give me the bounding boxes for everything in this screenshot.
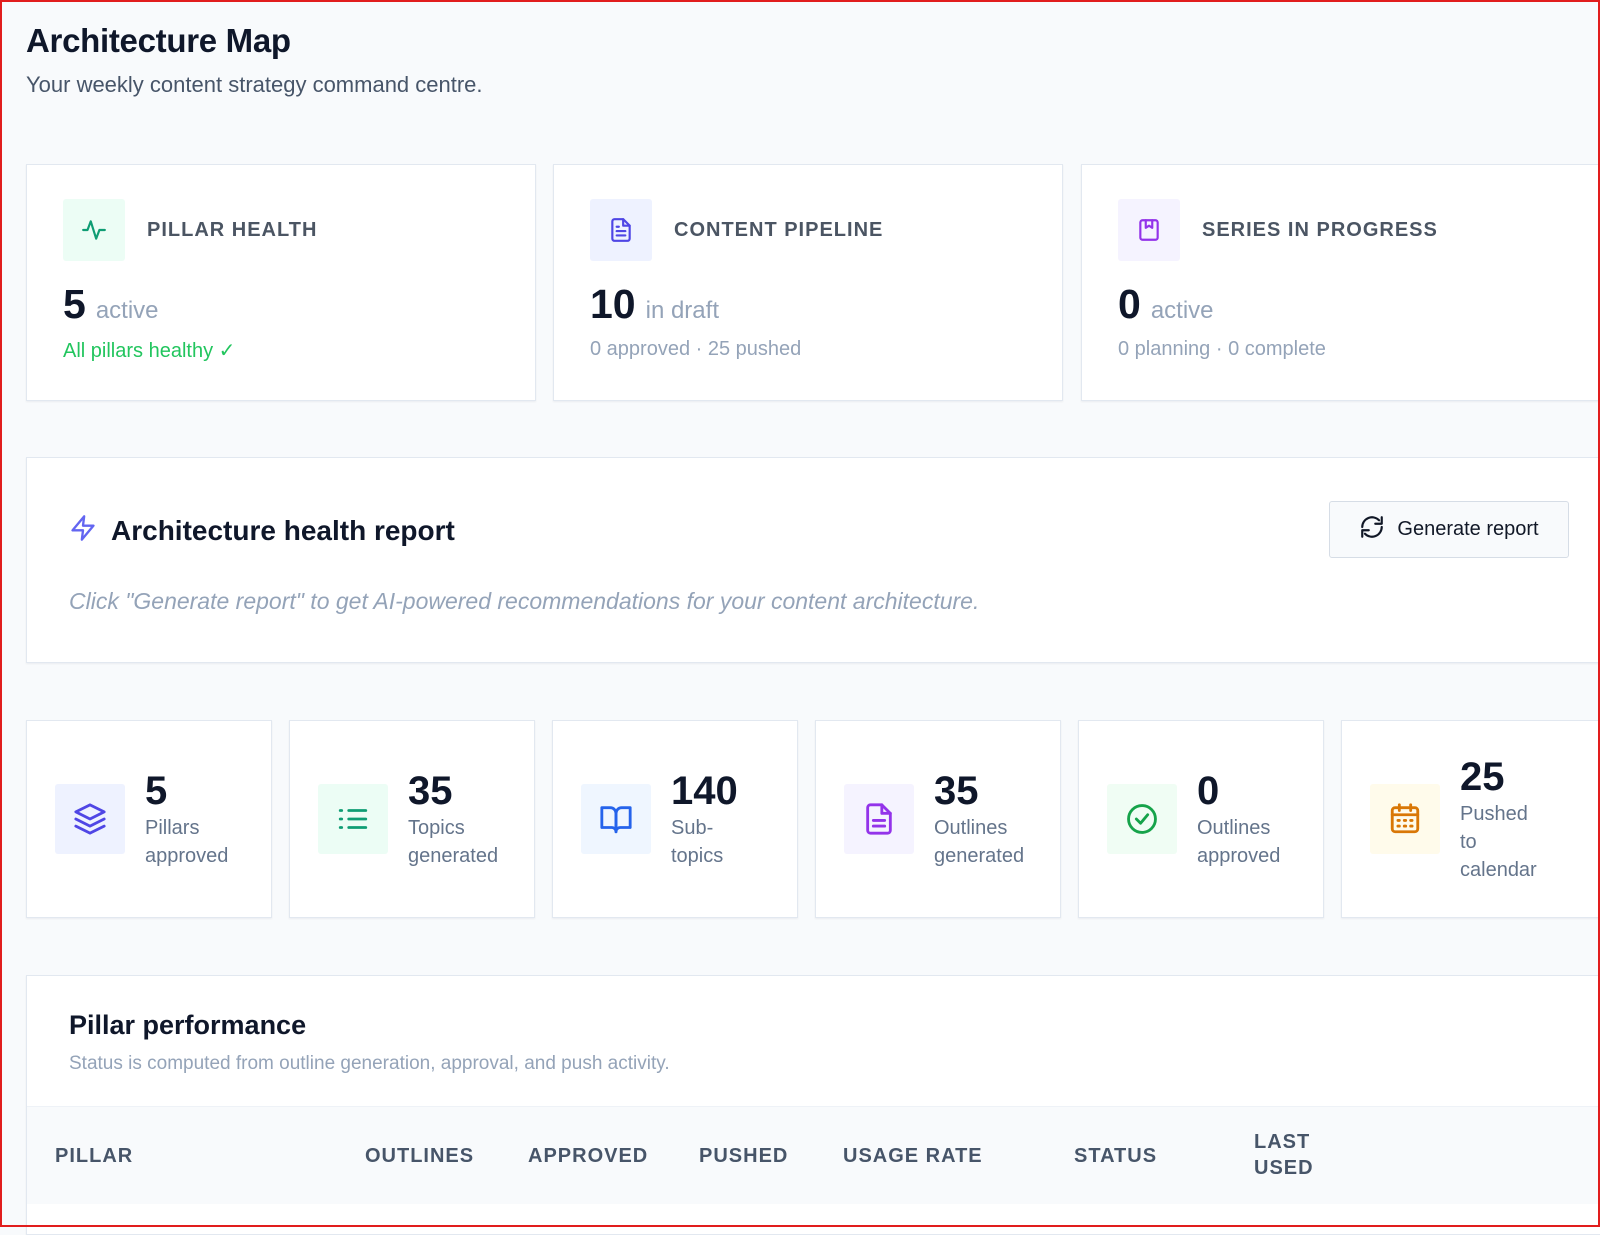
summary-label: PILLAR HEALTH <box>147 218 318 241</box>
document-icon <box>590 199 652 261</box>
metric-card-outlines-approved: 0 Outlines approved <box>1078 720 1324 918</box>
bookmark-book-icon <box>1118 199 1180 261</box>
layers-icon <box>55 784 125 854</box>
report-title: Architecture health report <box>111 514 455 546</box>
summary-label: SERIES IN PROGRESS <box>1202 218 1438 241</box>
report-hint: Click "Generate report" to get AI-powere… <box>69 588 980 614</box>
summary-unit: active <box>95 297 159 324</box>
metric-value: 5 <box>145 769 168 813</box>
column-header-usage-rate[interactable]: USAGE RATE <box>843 1145 983 1167</box>
metric-value: 35 <box>934 769 979 813</box>
column-header-outlines[interactable]: OUTLINES <box>365 1145 475 1167</box>
metric-value: 25 <box>1460 755 1505 799</box>
summary-detail: 0 planning · 0 complete <box>1118 338 1326 360</box>
lightning-icon <box>69 514 97 547</box>
content-pipeline-card: CONTENT PIPELINE 10 in draft 0 approved … <box>553 164 1063 401</box>
summary-unit: in draft <box>645 297 719 324</box>
generate-report-label: Generate report <box>1397 518 1539 540</box>
metric-value: 140 <box>671 769 738 813</box>
summary-detail: 0 approved · 25 pushed <box>590 338 802 360</box>
generate-report-button[interactable]: Generate report <box>1329 501 1569 558</box>
metric-card-sub-topics: 140 Sub-topics <box>552 720 798 918</box>
metric-card-pillars-approved: 5 Pillars approved <box>26 720 272 918</box>
metric-value: 35 <box>408 769 453 813</box>
metric-label: Outlines approved <box>1197 817 1281 867</box>
table-header: PILLAR OUTLINES APPROVED PUSHED USAGE RA… <box>27 1106 1600 1204</box>
metric-card-pushed-to-calendar: 25 Pushed to calendar <box>1341 720 1600 918</box>
section-title: Pillar performance <box>69 1010 307 1040</box>
page-subtitle: Your weekly content strategy command cen… <box>26 72 483 97</box>
document-icon <box>844 784 914 854</box>
column-header-last-used[interactable]: LAST USED <box>1254 1131 1314 1179</box>
metric-label: Pillars approved <box>145 817 229 867</box>
summary-value: 0 <box>1118 281 1141 327</box>
column-header-pillar[interactable]: PILLAR <box>55 1145 134 1167</box>
metric-value: 0 <box>1197 769 1220 813</box>
summary-unit: active <box>1150 297 1214 324</box>
column-header-approved[interactable]: APPROVED <box>528 1145 649 1167</box>
section-subtitle: Status is computed from outline generati… <box>69 1053 670 1074</box>
metric-label: Outlines generated <box>934 817 1025 867</box>
metric-label: Pushed to calendar <box>1460 803 1537 881</box>
list-icon <box>318 784 388 854</box>
metric-card-topics-generated: 35 Topics generated <box>289 720 535 918</box>
metric-label: Topics generated <box>408 817 499 867</box>
summary-value: 5 <box>63 281 86 327</box>
calendar-icon <box>1370 784 1440 854</box>
page-title: Architecture Map <box>26 22 291 59</box>
open-book-icon <box>581 784 651 854</box>
activity-icon <box>63 199 125 261</box>
metric-label: Sub-topics <box>671 817 724 867</box>
column-header-status[interactable]: STATUS <box>1074 1145 1158 1167</box>
check-circle-icon <box>1107 784 1177 854</box>
pillar-performance-card: Pillar performance Status is computed fr… <box>26 975 1600 1235</box>
summary-label: CONTENT PIPELINE <box>674 218 884 241</box>
summary-value: 10 <box>590 281 636 327</box>
health-report-card: Architecture health report Click "Genera… <box>26 457 1600 663</box>
pillar-health-card: PILLAR HEALTH 5 active All pillars healt… <box>26 164 536 401</box>
refresh-icon <box>1359 514 1385 546</box>
metric-card-outlines-generated: 35 Outlines generated <box>815 720 1061 918</box>
summary-status: All pillars healthy ✓ <box>63 340 236 362</box>
column-header-pushed[interactable]: PUSHED <box>699 1145 789 1167</box>
series-in-progress-card: SERIES IN PROGRESS 0 active 0 planning ·… <box>1081 164 1600 401</box>
